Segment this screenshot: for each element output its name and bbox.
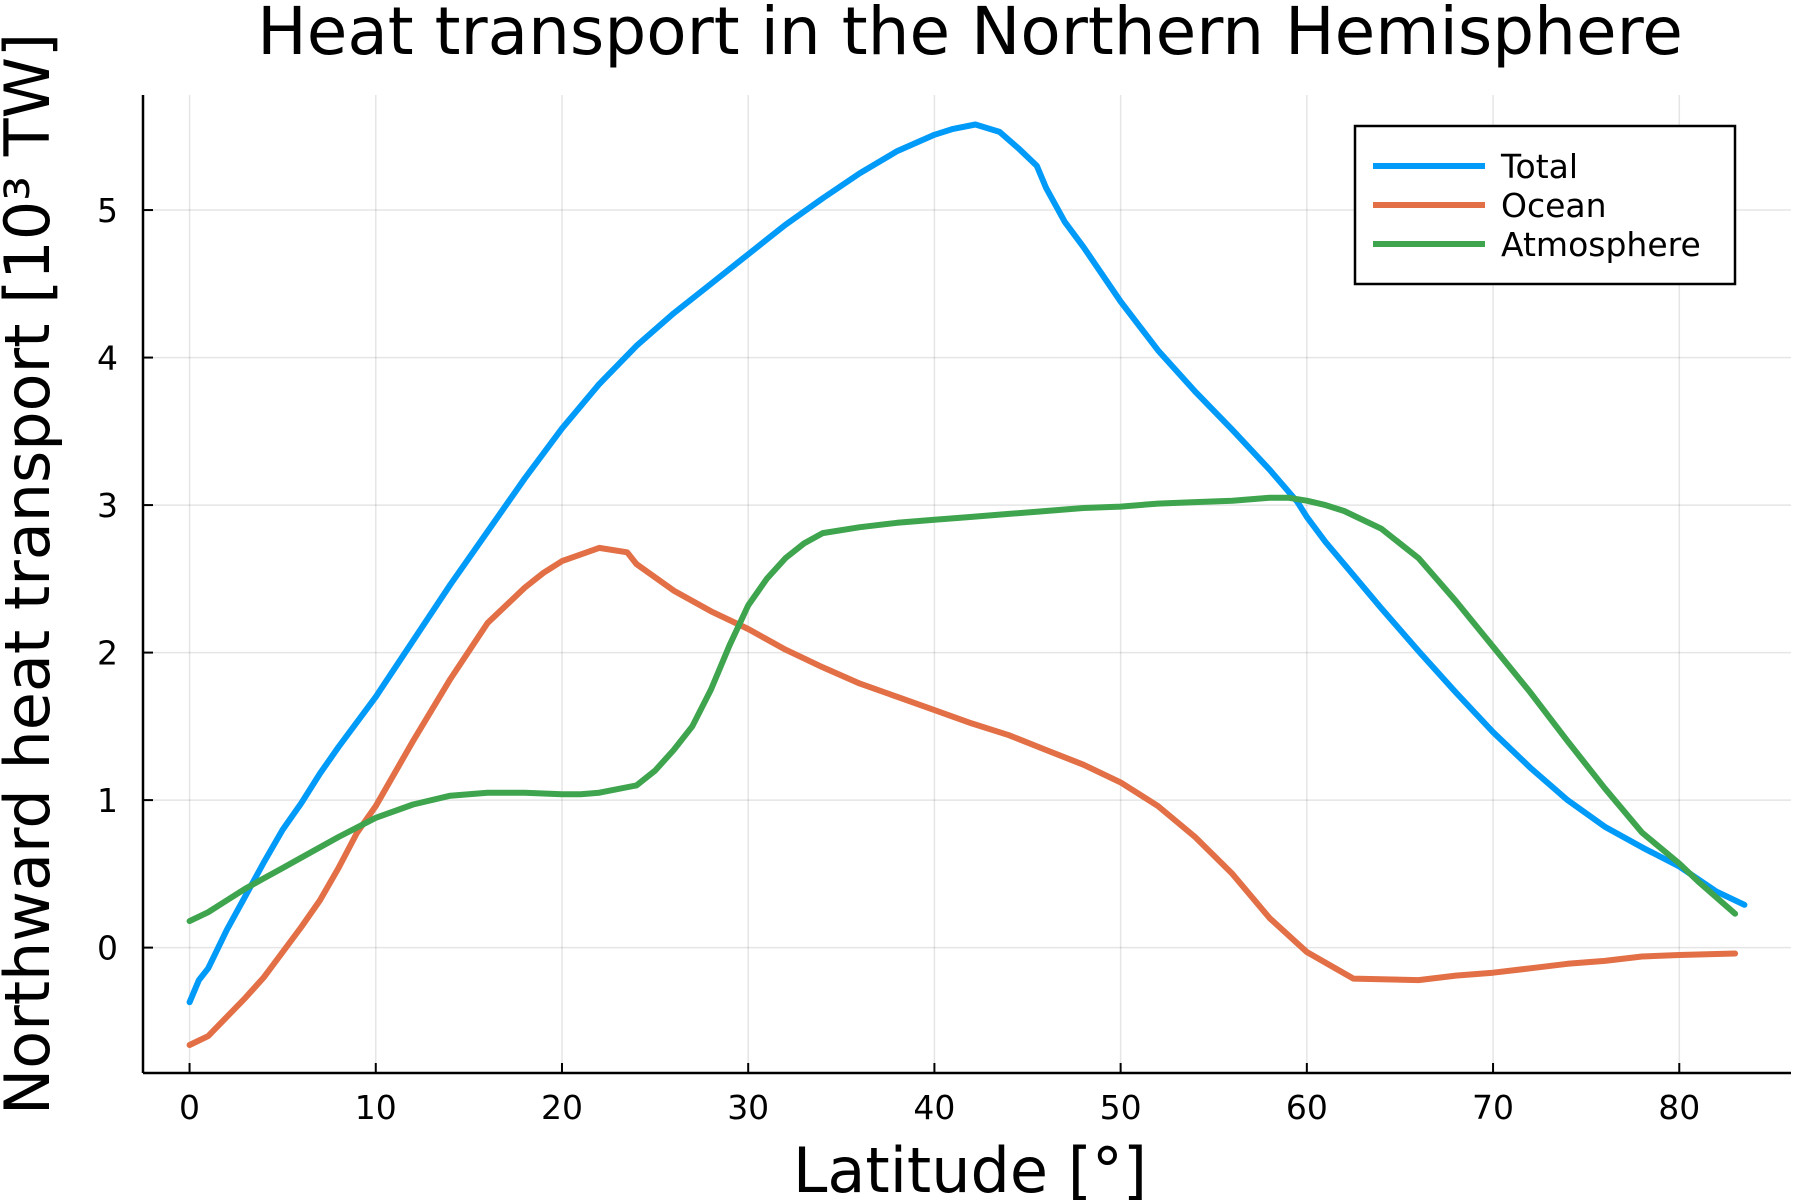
series-line-atmosphere	[186, 494, 1739, 925]
y-tick-label: 2	[97, 634, 118, 673]
x-axis-ticks: 0 10 20 30 40 50 60 70 80	[179, 1063, 1700, 1127]
x-tick-label: 40	[913, 1088, 955, 1127]
x-tick-label: 80	[1658, 1088, 1700, 1127]
series-lines	[186, 121, 1748, 1048]
y-axis-label: Northward heat transport [10³ TW]	[0, 33, 64, 1115]
y-tick-label: 4	[97, 339, 118, 378]
y-axis-ticks: 0 1 2 3 4 5	[97, 191, 153, 968]
x-tick-label: 10	[355, 1088, 397, 1127]
y-tick-label: 3	[97, 486, 118, 525]
x-tick-label: 70	[1472, 1088, 1514, 1127]
x-tick-label: 60	[1286, 1088, 1328, 1127]
axes	[141, 95, 1791, 1075]
x-tick-label: 20	[541, 1088, 583, 1127]
legend-label-atmosphere: Atmosphere	[1501, 225, 1701, 264]
y-tick-label: 1	[97, 781, 118, 820]
legend-label-total: Total	[1500, 147, 1578, 186]
y-tick-label: 5	[97, 191, 118, 230]
y-tick-label: 0	[97, 929, 118, 968]
series-line-ocean	[186, 544, 1739, 1048]
x-tick-label: 30	[727, 1088, 769, 1127]
x-tick-label: 0	[179, 1088, 200, 1127]
series-line-total	[186, 121, 1748, 1006]
legend-label-ocean: Ocean	[1501, 186, 1607, 225]
x-axis-label: Latitude [°]	[793, 1134, 1147, 1200]
x-tick-label: 50	[1100, 1088, 1142, 1127]
chart-title: Heat transport in the Northern Hemispher…	[257, 0, 1683, 70]
